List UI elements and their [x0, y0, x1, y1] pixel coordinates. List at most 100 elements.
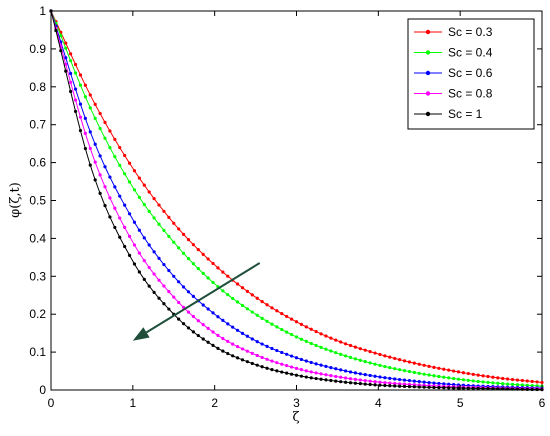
- series-2: [49, 9, 544, 388]
- series-point: [456, 377, 461, 381]
- series-point: [515, 378, 520, 382]
- series-point: [344, 354, 348, 358]
- series-point: [83, 146, 87, 151]
- series-point: [398, 384, 402, 388]
- series-point: [152, 197, 156, 201]
- series-point: [309, 376, 313, 380]
- series-point: [422, 372, 426, 376]
- series-point: [265, 357, 269, 361]
- series-point: [103, 204, 107, 208]
- series-point: [344, 380, 348, 384]
- legend-swatch-marker: [425, 70, 431, 76]
- legend-item: Sc = 1: [414, 107, 483, 121]
- series-point: [157, 278, 161, 282]
- series-point: [186, 238, 191, 242]
- series-point: [142, 236, 146, 240]
- series-point: [373, 374, 377, 378]
- series-point: [461, 378, 466, 382]
- series-point: [442, 375, 446, 379]
- series-point: [427, 373, 431, 377]
- series-point: [280, 312, 284, 316]
- series-point: [64, 56, 68, 60]
- series-point: [235, 282, 240, 286]
- series-point: [88, 130, 92, 134]
- series-point: [240, 331, 245, 335]
- series-point: [339, 340, 343, 344]
- series-point: [309, 370, 313, 374]
- series-point: [137, 176, 141, 180]
- series-point: [520, 378, 524, 383]
- series-point: [471, 386, 475, 390]
- series-point: [294, 356, 299, 360]
- series-point: [329, 336, 333, 340]
- series-point: [221, 289, 225, 293]
- series-point: [167, 268, 171, 273]
- series-point: [466, 371, 470, 376]
- series-point: [78, 83, 83, 87]
- series-point: [388, 381, 392, 385]
- series-point: [265, 366, 269, 370]
- series-point: [118, 163, 122, 167]
- series-point: [186, 326, 191, 330]
- series-point: [417, 371, 421, 375]
- series-point: [289, 317, 294, 321]
- y-tick-label: 0.9: [29, 42, 46, 56]
- series-point: [93, 142, 97, 146]
- series-point: [422, 363, 426, 367]
- series-point: [491, 375, 495, 379]
- series-point: [113, 137, 117, 141]
- x-axis-label: ζ: [292, 410, 299, 425]
- series-point: [152, 216, 156, 220]
- series-point: [412, 385, 416, 389]
- series-point: [530, 387, 534, 392]
- series-point: [535, 380, 539, 384]
- series-point: [240, 286, 245, 290]
- y-tick-label: 0.8: [29, 80, 46, 94]
- series-point: [378, 375, 382, 379]
- series-point: [363, 373, 367, 377]
- series-point: [309, 360, 313, 365]
- series-point: [437, 374, 441, 379]
- series-point: [240, 347, 245, 351]
- series-point: [113, 206, 117, 210]
- series-point: [235, 356, 240, 360]
- series-point: [186, 257, 191, 261]
- series-point: [407, 360, 412, 364]
- series-point: [162, 262, 166, 267]
- series-point: [73, 62, 78, 67]
- series-point: [221, 270, 225, 274]
- series-point: [167, 215, 171, 219]
- series-point: [167, 290, 171, 294]
- series-point: [319, 377, 323, 381]
- series-point: [285, 364, 289, 368]
- series-point: [132, 262, 137, 266]
- trend-arrow: [132, 262, 261, 341]
- series-point: [314, 376, 318, 381]
- series-point: [501, 382, 505, 386]
- legend-label: Sc = 0.4: [448, 46, 493, 60]
- series-point: [147, 243, 151, 247]
- series-point: [172, 295, 176, 299]
- legend-item: Sc = 0.3: [414, 25, 493, 39]
- series-point: [398, 368, 402, 372]
- series-point: [88, 163, 92, 167]
- series-point: [118, 216, 122, 220]
- series-point: [285, 330, 289, 334]
- series-point: [123, 225, 127, 230]
- series-point: [88, 146, 92, 151]
- series-point: [201, 303, 205, 307]
- series-point: [103, 165, 107, 169]
- legend-item: Sc = 0.8: [414, 87, 493, 101]
- series-point: [123, 172, 127, 176]
- series-point: [162, 284, 166, 288]
- series-point: [260, 299, 264, 304]
- y-tick-label: 0.3: [29, 269, 46, 283]
- series-point: [103, 136, 107, 140]
- series-point: [93, 178, 97, 182]
- series-point: [447, 368, 451, 372]
- series-point: [123, 203, 127, 207]
- series-point: [152, 290, 156, 294]
- series-point: [363, 360, 367, 364]
- series-point: [108, 146, 112, 150]
